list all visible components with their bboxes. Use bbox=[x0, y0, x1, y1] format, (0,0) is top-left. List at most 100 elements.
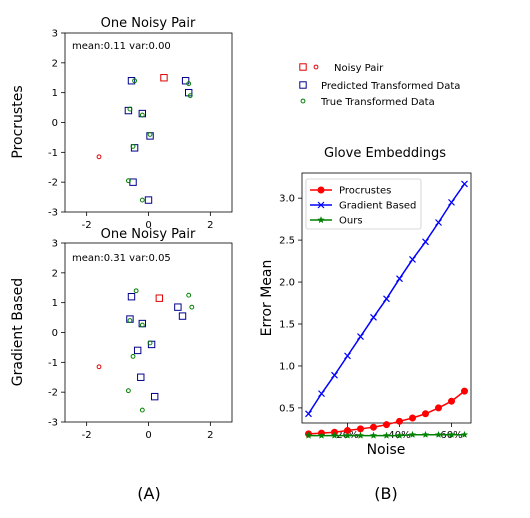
line-chart-y-tick-label: 0.5 bbox=[279, 403, 295, 414]
procrustes-x-tick-label: 0 bbox=[145, 220, 151, 231]
gradient-predicted-transformed-data-square-point bbox=[150, 392, 159, 401]
legend-label-noisy-pair: Noisy Pair bbox=[334, 63, 384, 74]
line-legend-procrustes-marker bbox=[317, 186, 325, 194]
procrustes-x-tick-label: 2 bbox=[207, 220, 213, 231]
gradient-x-tick-label: -2 bbox=[82, 430, 92, 441]
legend-predicted-square-marker bbox=[299, 81, 307, 89]
gradient-based-data-point bbox=[383, 295, 390, 303]
line-chart-y-tick-label: 1.0 bbox=[279, 361, 295, 372]
gradient-y-tick-label: -2 bbox=[48, 388, 58, 399]
ours-data-point bbox=[460, 430, 469, 439]
gradient-true-transformed-data-circle-point bbox=[139, 407, 145, 413]
gradient-noisy-pair-square-point bbox=[155, 294, 164, 302]
legend-label-predicted: Predicted Transformed Data bbox=[321, 81, 460, 92]
line-chart-legend: Procrustes Gradient Based Ours bbox=[305, 178, 422, 230]
gradient-y-tick-label: 3 bbox=[52, 239, 58, 250]
gradient-x-tick-label: 2 bbox=[207, 430, 213, 441]
panel-label-a: (A) bbox=[137, 484, 160, 503]
procrustes-true-transformed-data-circle-point bbox=[187, 93, 193, 99]
line-chart-y-tick-label: 1.5 bbox=[279, 320, 295, 331]
procrustes-y-tick-label: 3 bbox=[52, 29, 58, 40]
procrustes-data-point bbox=[357, 425, 364, 433]
glove-embeddings-line-chart: Glove Embeddings Noise Error Mean 0.5 1.0… bbox=[259, 146, 472, 458]
gradient-plot-title: One Noisy Pair bbox=[101, 227, 196, 242]
procrustes-y-tick-label: 2 bbox=[52, 58, 58, 69]
ours-data-point bbox=[421, 430, 430, 439]
ours-data-point bbox=[369, 431, 378, 439]
line-chart-series bbox=[304, 180, 469, 439]
gradient-true-transformed-data-circle-point bbox=[139, 322, 145, 328]
panel-label-b: (B) bbox=[374, 484, 397, 503]
gradient-noisy-pair-circle-point bbox=[96, 364, 102, 370]
gradient-true-transformed-data-circle-point bbox=[127, 318, 133, 323]
procrustes-y-tick-label: 0 bbox=[52, 118, 58, 129]
legend-noisy-pair-circle-marker bbox=[313, 64, 319, 70]
line-chart-x-axis-label: Noise bbox=[367, 442, 406, 458]
gradient-predicted-transformed-data-square-point bbox=[127, 293, 136, 301]
procrustes-true-transformed-data-circle-point bbox=[132, 78, 138, 84]
procrustes-noisy-pair-circle-point bbox=[96, 154, 102, 160]
line-chart-y-tick-label: 2.0 bbox=[279, 278, 295, 289]
legend-noisy-pair-square-marker bbox=[299, 63, 307, 71]
gradient-true-transformed-data-circle-point bbox=[125, 388, 131, 394]
gradient-true-transformed-data-circle-point bbox=[133, 288, 139, 294]
gradient-based-data-point bbox=[344, 352, 351, 360]
legend-markers bbox=[299, 63, 319, 104]
procrustes-data-point bbox=[370, 423, 377, 431]
procrustes-predicted-transformed-data-square-point bbox=[181, 77, 190, 85]
procrustes-predicted-transformed-data-square-point bbox=[129, 178, 137, 186]
gradient-based-data-point bbox=[448, 198, 455, 206]
procrustes-row-label: Procrustes bbox=[10, 85, 26, 158]
legend-label-true: True Transformed Data bbox=[320, 97, 435, 108]
procrustes-points bbox=[96, 74, 193, 204]
gradient-based-data-point bbox=[370, 313, 377, 321]
gradient-based-data-point bbox=[318, 390, 325, 398]
gradient-y-tick-label: 0 bbox=[52, 328, 58, 339]
line-legend-ours-label: Ours bbox=[339, 216, 363, 227]
gradient-y-tick-label: -1 bbox=[48, 358, 58, 369]
procrustes-true-transformed-data-circle-point bbox=[139, 112, 145, 118]
line-chart-y-tick-label: 2.5 bbox=[279, 236, 295, 247]
gradient-based-data-point bbox=[422, 238, 429, 246]
gradient-true-transformed-data-circle-point bbox=[147, 340, 153, 346]
line-legend-gradient-based-marker bbox=[317, 201, 325, 209]
line-chart-ticks: 0.51.01.52.02.53.020%40%60% bbox=[279, 194, 463, 441]
procrustes-noisy-pair-square-point bbox=[160, 74, 168, 82]
line-chart-y-tick-label: 3.0 bbox=[279, 194, 295, 205]
gradient-true-transformed-data-circle-point bbox=[189, 304, 195, 310]
line-legend-gradient-based-label: Gradient Based bbox=[339, 201, 416, 212]
procrustes-data-point bbox=[448, 397, 455, 405]
procrustes-data-point bbox=[435, 404, 442, 412]
procrustes-y-tick-label: -1 bbox=[48, 148, 58, 159]
gradient-based-data-point bbox=[305, 410, 312, 418]
line-chart-y-axis-label: Error Mean bbox=[259, 260, 275, 337]
procrustes-plot-title: One Noisy Pair bbox=[101, 16, 196, 31]
ours-data-point bbox=[395, 431, 404, 439]
gradient-x-tick-label: 0 bbox=[145, 430, 151, 441]
procrustes-true-transformed-data-circle-point bbox=[125, 178, 131, 184]
procrustes-data-point bbox=[396, 417, 403, 425]
ours-data-point bbox=[356, 431, 365, 439]
procrustes-y-tick-label: -3 bbox=[48, 208, 58, 219]
ours-data-point bbox=[434, 430, 443, 439]
gradient-y-tick-label: 1 bbox=[52, 298, 58, 309]
procrustes-true-transformed-data-circle-point bbox=[147, 132, 153, 137]
procrustes-x-tick-label: -2 bbox=[82, 220, 92, 231]
scatter-legend: Noisy Pair Predicted Transformed Data Tr… bbox=[299, 63, 460, 108]
ours-data-point bbox=[382, 431, 391, 439]
gradient-plot-frame bbox=[64, 242, 233, 423]
procrustes-true-transformed-data-circle-point bbox=[130, 143, 136, 149]
procrustes-data-point bbox=[461, 387, 468, 395]
gradient-row-label: Gradient Based bbox=[10, 278, 26, 386]
ours-data-point bbox=[447, 430, 456, 439]
procrustes-y-tick-label: 1 bbox=[52, 88, 58, 99]
gradient-y-tick-label: -3 bbox=[48, 418, 58, 429]
gradient-stats-annotation: mean:0.31 var:0.05 bbox=[72, 253, 171, 264]
procrustes-predicted-transformed-data-square-point bbox=[127, 77, 136, 85]
procrustes-scatter-panel: One Noisy Pair Procrustes mean:0.11 var:… bbox=[10, 16, 233, 231]
gradient-points bbox=[96, 288, 195, 413]
procrustes-data-point bbox=[383, 421, 390, 429]
ours-data-point bbox=[343, 431, 352, 439]
procrustes-predicted-transformed-data-square-point bbox=[144, 196, 153, 204]
